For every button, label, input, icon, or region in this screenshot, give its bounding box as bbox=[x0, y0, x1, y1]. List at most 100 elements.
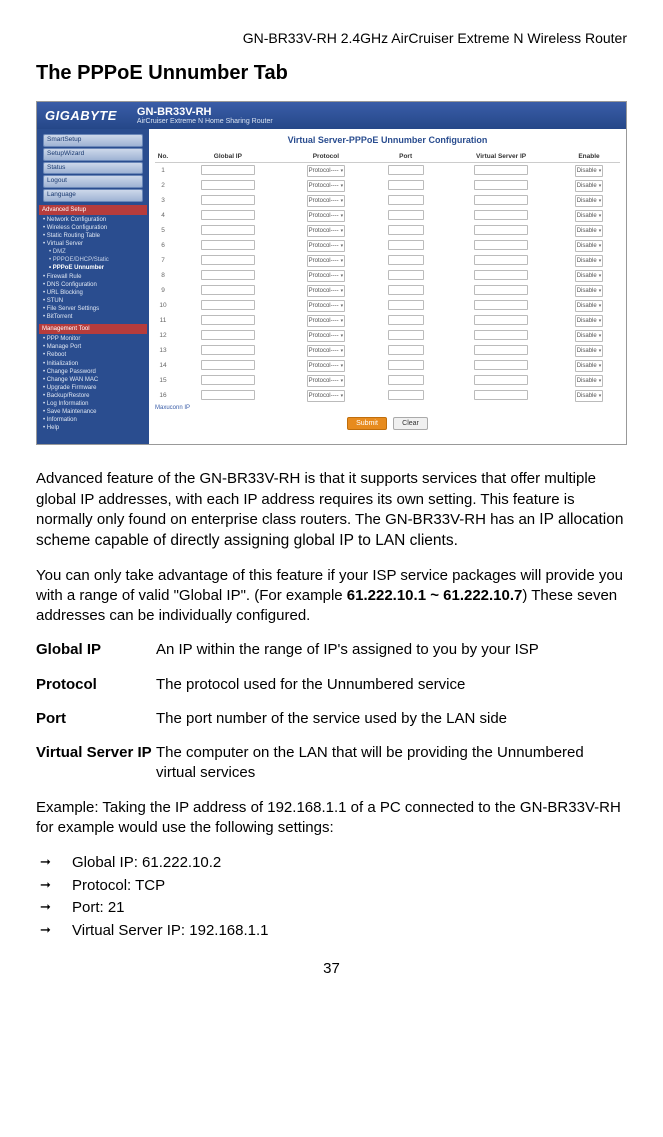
port-input[interactable] bbox=[388, 285, 424, 295]
protocol-select[interactable]: Protocol----▾ bbox=[307, 330, 346, 342]
sidebar-item[interactable]: • Static Routing Table bbox=[39, 232, 147, 240]
port-input[interactable] bbox=[388, 330, 424, 340]
global-ip-input[interactable] bbox=[201, 390, 255, 400]
port-input[interactable] bbox=[388, 180, 424, 190]
sidebar-item[interactable]: • Firewall Rule bbox=[39, 273, 147, 281]
protocol-select[interactable]: Protocol----▾ bbox=[307, 255, 346, 267]
port-input[interactable] bbox=[388, 375, 424, 385]
vserver-ip-input[interactable] bbox=[474, 375, 528, 385]
enable-select[interactable]: Disable▾ bbox=[575, 225, 604, 237]
protocol-select[interactable]: Protocol----▾ bbox=[307, 390, 346, 402]
enable-select[interactable]: Disable▾ bbox=[575, 165, 604, 177]
global-ip-input[interactable] bbox=[201, 180, 255, 190]
protocol-select[interactable]: Protocol----▾ bbox=[307, 270, 346, 282]
enable-select[interactable]: Disable▾ bbox=[575, 300, 604, 312]
sidebar-item[interactable]: • Virtual Server bbox=[39, 240, 147, 248]
sidebar-item[interactable]: • Initialization bbox=[39, 360, 147, 368]
enable-select[interactable]: Disable▾ bbox=[575, 330, 604, 342]
submit-button[interactable]: Submit bbox=[347, 417, 387, 430]
port-input[interactable] bbox=[388, 195, 424, 205]
vserver-ip-input[interactable] bbox=[474, 315, 528, 325]
nav-button[interactable]: Logout bbox=[43, 175, 143, 188]
sidebar-item[interactable]: • DNS Configuration bbox=[39, 281, 147, 289]
global-ip-input[interactable] bbox=[201, 375, 255, 385]
vserver-ip-input[interactable] bbox=[474, 195, 528, 205]
protocol-select[interactable]: Protocol----▾ bbox=[307, 285, 346, 297]
sidebar-item[interactable]: • PPPOE/DHCP/Static bbox=[39, 256, 147, 264]
sidebar-item[interactable]: • Manage Port bbox=[39, 343, 147, 351]
sidebar-item[interactable]: • URL Blocking bbox=[39, 289, 147, 297]
vserver-ip-input[interactable] bbox=[474, 210, 528, 220]
sidebar-item[interactable]: • Upgrade Firmware bbox=[39, 384, 147, 392]
sidebar-item[interactable]: • Backup/Restore bbox=[39, 392, 147, 400]
sidebar-item[interactable]: • DMZ bbox=[39, 248, 147, 256]
sidebar-item[interactable]: • Network Configuration bbox=[39, 216, 147, 224]
protocol-select[interactable]: Protocol----▾ bbox=[307, 225, 346, 237]
nav-button[interactable]: Status bbox=[43, 162, 143, 175]
vserver-ip-input[interactable] bbox=[474, 360, 528, 370]
vserver-ip-input[interactable] bbox=[474, 225, 528, 235]
enable-select[interactable]: Disable▾ bbox=[575, 270, 604, 282]
enable-select[interactable]: Disable▾ bbox=[575, 195, 604, 207]
port-input[interactable] bbox=[388, 225, 424, 235]
enable-select[interactable]: Disable▾ bbox=[575, 315, 604, 327]
global-ip-input[interactable] bbox=[201, 225, 255, 235]
vserver-ip-input[interactable] bbox=[474, 390, 528, 400]
enable-select[interactable]: Disable▾ bbox=[575, 285, 604, 297]
global-ip-input[interactable] bbox=[201, 315, 255, 325]
clear-button[interactable]: Clear bbox=[393, 417, 428, 430]
protocol-select[interactable]: Protocol----▾ bbox=[307, 345, 346, 357]
protocol-select[interactable]: Protocol----▾ bbox=[307, 375, 346, 387]
sidebar-item[interactable]: • Log Information bbox=[39, 400, 147, 408]
sidebar-item[interactable]: • Wireless Configuration bbox=[39, 224, 147, 232]
protocol-select[interactable]: Protocol----▾ bbox=[307, 300, 346, 312]
vserver-ip-input[interactable] bbox=[474, 180, 528, 190]
protocol-select[interactable]: Protocol----▾ bbox=[307, 360, 346, 372]
port-input[interactable] bbox=[388, 390, 424, 400]
port-input[interactable] bbox=[388, 210, 424, 220]
protocol-select[interactable]: Protocol----▾ bbox=[307, 315, 346, 327]
global-ip-input[interactable] bbox=[201, 300, 255, 310]
protocol-select[interactable]: Protocol----▾ bbox=[307, 210, 346, 222]
vserver-ip-input[interactable] bbox=[474, 165, 528, 175]
vserver-ip-input[interactable] bbox=[474, 270, 528, 280]
port-input[interactable] bbox=[388, 300, 424, 310]
sidebar-item[interactable]: • PPPoE Unnumber bbox=[39, 264, 147, 272]
global-ip-input[interactable] bbox=[201, 285, 255, 295]
global-ip-input[interactable] bbox=[201, 195, 255, 205]
protocol-select[interactable]: Protocol----▾ bbox=[307, 240, 346, 252]
protocol-select[interactable]: Protocol----▾ bbox=[307, 165, 346, 177]
sidebar-item[interactable]: • Information bbox=[39, 416, 147, 424]
enable-select[interactable]: Disable▾ bbox=[575, 360, 604, 372]
nav-button[interactable]: Language bbox=[43, 189, 143, 202]
sidebar-item[interactable]: • Help bbox=[39, 424, 147, 432]
sidebar-item[interactable]: • BitTorrent bbox=[39, 313, 147, 321]
enable-select[interactable]: Disable▾ bbox=[575, 255, 604, 267]
protocol-select[interactable]: Protocol----▾ bbox=[307, 180, 346, 192]
enable-select[interactable]: Disable▾ bbox=[575, 210, 604, 222]
global-ip-input[interactable] bbox=[201, 360, 255, 370]
protocol-select[interactable]: Protocol----▾ bbox=[307, 195, 346, 207]
sidebar-item[interactable]: • STUN bbox=[39, 297, 147, 305]
port-input[interactable] bbox=[388, 270, 424, 280]
port-input[interactable] bbox=[388, 255, 424, 265]
port-input[interactable] bbox=[388, 360, 424, 370]
vserver-ip-input[interactable] bbox=[474, 345, 528, 355]
vserver-ip-input[interactable] bbox=[474, 255, 528, 265]
global-ip-input[interactable] bbox=[201, 270, 255, 280]
port-input[interactable] bbox=[388, 240, 424, 250]
nav-button[interactable]: SetupWizard bbox=[43, 148, 143, 161]
sidebar-item[interactable]: • Change WAN MAC bbox=[39, 376, 147, 384]
global-ip-input[interactable] bbox=[201, 255, 255, 265]
enable-select[interactable]: Disable▾ bbox=[575, 390, 604, 402]
enable-select[interactable]: Disable▾ bbox=[575, 180, 604, 192]
global-ip-input[interactable] bbox=[201, 240, 255, 250]
global-ip-input[interactable] bbox=[201, 330, 255, 340]
sidebar-item[interactable]: • PPP Monitor bbox=[39, 335, 147, 343]
global-ip-input[interactable] bbox=[201, 165, 255, 175]
global-ip-input[interactable] bbox=[201, 345, 255, 355]
vserver-ip-input[interactable] bbox=[474, 330, 528, 340]
sidebar-item[interactable]: • File Server Settings bbox=[39, 305, 147, 313]
vserver-ip-input[interactable] bbox=[474, 285, 528, 295]
enable-select[interactable]: Disable▾ bbox=[575, 345, 604, 357]
